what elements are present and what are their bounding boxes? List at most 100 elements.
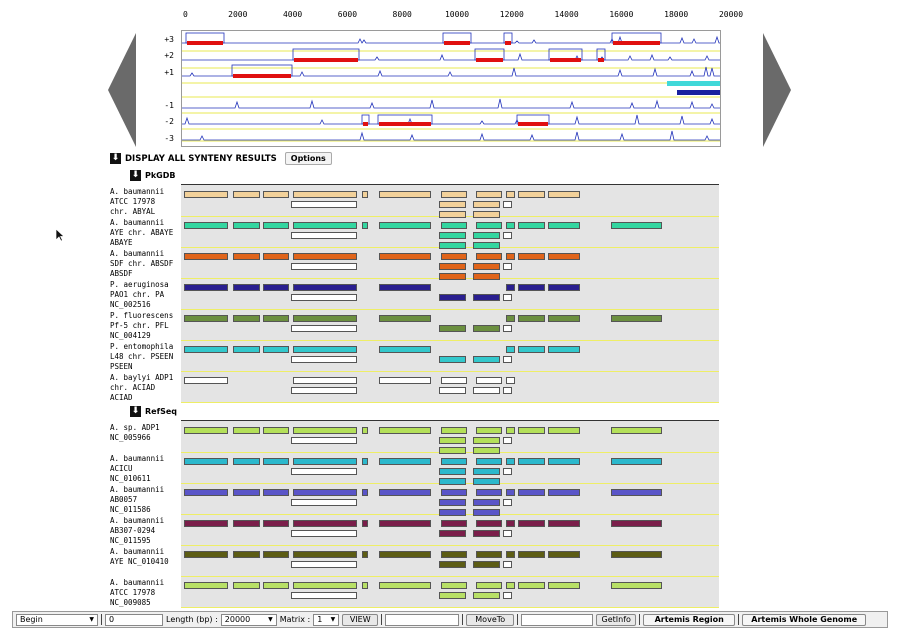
synteny-block[interactable]	[291, 232, 357, 239]
synteny-block[interactable]	[184, 346, 228, 353]
synteny-block[interactable]	[291, 561, 357, 568]
synteny-block[interactable]	[503, 499, 512, 506]
synteny-block[interactable]	[476, 582, 502, 589]
synteny-block[interactable]	[441, 191, 467, 198]
synteny-block[interactable]	[518, 582, 545, 589]
synteny-block[interactable]	[291, 263, 357, 270]
organism-label[interactable]: A. sp. ADP1 NC_005966	[110, 423, 160, 442]
organism-label[interactable]: A. baumannii ATCC 17978 chr. ABYAL	[110, 187, 165, 216]
synteny-block[interactable]	[441, 551, 467, 558]
synteny-block[interactable]	[473, 561, 500, 568]
synteny-block[interactable]	[548, 427, 580, 434]
synteny-block[interactable]	[611, 520, 662, 527]
synteny-block[interactable]	[293, 582, 357, 589]
synteny-block[interactable]	[263, 582, 289, 589]
synteny-block[interactable]	[518, 520, 545, 527]
synteny-block[interactable]	[441, 520, 467, 527]
synteny-block[interactable]	[263, 284, 289, 291]
synteny-block[interactable]	[506, 191, 515, 198]
synteny-block[interactable]	[439, 509, 466, 516]
synteny-block[interactable]	[503, 325, 512, 332]
synteny-block[interactable]	[503, 592, 512, 599]
synteny-block[interactable]	[184, 582, 228, 589]
synteny-block[interactable]	[362, 222, 368, 229]
synteny-block[interactable]	[439, 530, 466, 537]
synteny-block[interactable]	[506, 346, 515, 353]
synteny-block[interactable]	[184, 520, 228, 527]
getinfo-input[interactable]	[521, 613, 594, 626]
synteny-block[interactable]	[379, 377, 431, 384]
synteny-block[interactable]	[548, 253, 580, 260]
synteny-block[interactable]	[379, 458, 431, 465]
organism-label[interactable]: A. baumannii SDF chr. ABSDF ABSDF	[110, 249, 174, 278]
synteny-block[interactable]	[379, 520, 431, 527]
synteny-block[interactable]	[473, 437, 500, 444]
moveto-input[interactable]	[385, 613, 460, 626]
synteny-block[interactable]	[263, 253, 289, 260]
synteny-block[interactable]	[503, 530, 512, 537]
moveto-button[interactable]: MoveTo	[466, 613, 515, 626]
synteny-block[interactable]	[293, 253, 357, 260]
synteny-block[interactable]	[439, 561, 466, 568]
synteny-block[interactable]	[506, 427, 515, 434]
synteny-block[interactable]	[518, 191, 545, 198]
synteny-block[interactable]	[476, 551, 502, 558]
synteny-block[interactable]	[291, 499, 357, 506]
synteny-block[interactable]	[263, 222, 289, 229]
synteny-block[interactable]	[473, 242, 500, 249]
synteny-block[interactable]	[506, 582, 515, 589]
synteny-block[interactable]	[263, 489, 289, 496]
synteny-block[interactable]	[233, 551, 260, 558]
synteny-block[interactable]	[184, 191, 228, 198]
synteny-block[interactable]	[473, 530, 500, 537]
synteny-block[interactable]	[379, 222, 431, 229]
synteny-block[interactable]	[476, 253, 502, 260]
synteny-block[interactable]	[263, 551, 289, 558]
organism-label[interactable]: P. aeruginosa PAO1 chr. PA NC_002516	[110, 280, 169, 309]
synteny-block[interactable]	[503, 356, 512, 363]
synteny-block[interactable]	[473, 592, 500, 599]
synteny-block[interactable]	[473, 211, 500, 218]
synteny-block[interactable]	[611, 315, 662, 322]
length-select[interactable]: 20000 ▼	[220, 613, 277, 626]
synteny-block[interactable]	[441, 489, 467, 496]
synteny-block[interactable]	[362, 427, 368, 434]
synteny-block[interactable]	[473, 273, 500, 280]
synteny-block[interactable]	[611, 489, 662, 496]
synteny-block[interactable]	[518, 427, 545, 434]
synteny-block[interactable]	[184, 458, 228, 465]
synteny-block[interactable]	[184, 315, 228, 322]
synteny-block[interactable]	[473, 201, 500, 208]
synteny-block[interactable]	[473, 263, 500, 270]
synteny-block[interactable]	[506, 315, 515, 322]
synteny-block[interactable]	[473, 356, 500, 363]
synteny-block[interactable]	[291, 201, 357, 208]
synteny-block[interactable]	[503, 263, 512, 270]
synteny-block[interactable]	[548, 582, 580, 589]
synteny-block[interactable]	[263, 191, 289, 198]
synteny-block[interactable]	[441, 458, 467, 465]
synteny-block[interactable]	[379, 191, 431, 198]
synteny-block[interactable]	[473, 387, 500, 394]
arrow-down-icon[interactable]: ⬇	[130, 170, 141, 181]
synteny-block[interactable]	[439, 325, 466, 332]
synteny-block[interactable]	[441, 377, 467, 384]
options-button[interactable]: Options	[284, 152, 332, 165]
synteny-block[interactable]	[439, 387, 466, 394]
synteny-block[interactable]	[291, 387, 357, 394]
synteny-block[interactable]	[518, 489, 545, 496]
synteny-block[interactable]	[184, 222, 228, 229]
synteny-block[interactable]	[473, 478, 500, 485]
synteny-block[interactable]	[503, 561, 512, 568]
synteny-block[interactable]	[473, 447, 500, 454]
synteny-block[interactable]	[233, 458, 260, 465]
synteny-block[interactable]	[379, 489, 431, 496]
synteny-block[interactable]	[362, 582, 368, 589]
synteny-block[interactable]	[611, 551, 662, 558]
synteny-block[interactable]	[233, 427, 260, 434]
synteny-block[interactable]	[233, 222, 260, 229]
synteny-block[interactable]	[503, 437, 512, 444]
synteny-block[interactable]	[233, 284, 260, 291]
artemis-whole-genome-button[interactable]: Artemis Whole Genome	[742, 613, 867, 626]
synteny-block[interactable]	[476, 427, 502, 434]
